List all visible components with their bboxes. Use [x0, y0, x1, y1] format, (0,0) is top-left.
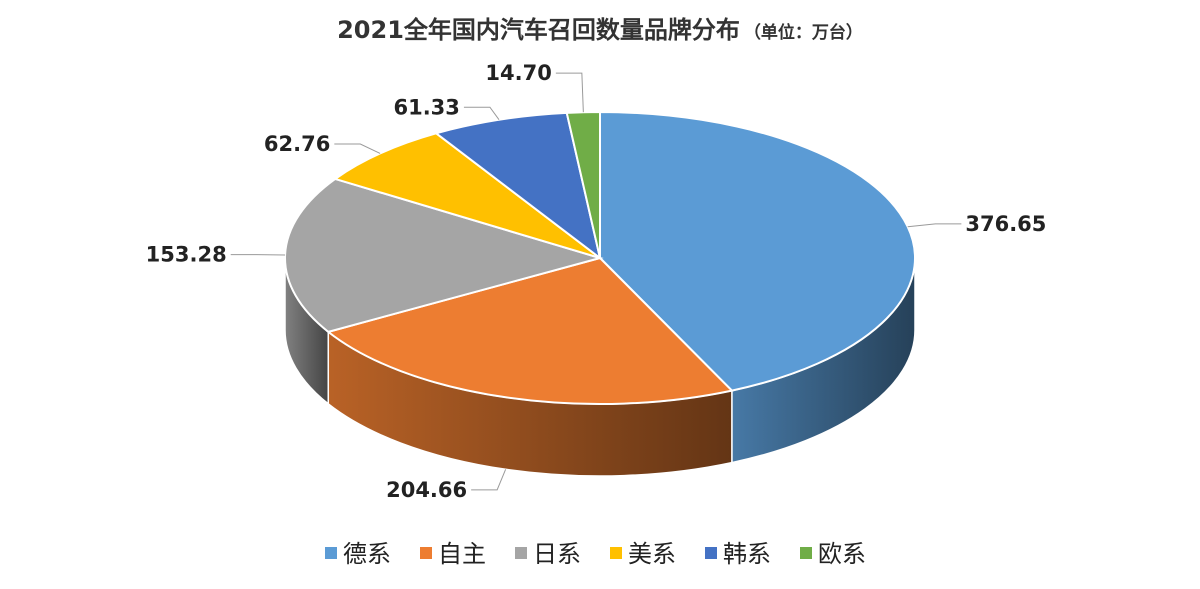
data-label-欧系: 14.70 — [485, 61, 551, 85]
slice-美系 — [332, 132, 601, 259]
leader-line-自主 — [471, 469, 507, 491]
data-label-美系: 62.76 — [264, 132, 330, 156]
legend-swatch — [515, 547, 527, 559]
leader-line-韩系 — [463, 106, 500, 121]
slice-欧系 — [565, 110, 601, 259]
legend-label: 德系 — [343, 540, 391, 568]
legend-item-日系: 日系 — [515, 540, 581, 568]
data-label-德系: 376.65 — [965, 212, 1046, 236]
slice-自主 — [326, 256, 734, 405]
leader-line-美系 — [334, 143, 381, 154]
legend-item-自主: 自主 — [420, 540, 486, 568]
slice-韩系 — [433, 111, 602, 261]
legend-label: 韩系 — [723, 540, 771, 568]
legend-label: 欧系 — [818, 540, 866, 568]
data-labels: 376.65 204.66 153.28 62.76 61.33 14.70 — [146, 61, 1047, 502]
legend-label: 日系 — [533, 540, 581, 568]
data-label-自主: 204.66 — [386, 478, 467, 502]
leader-line-欧系 — [555, 72, 584, 113]
leader-line-德系 — [907, 223, 962, 228]
legend-swatch — [705, 547, 717, 559]
legend-swatch — [325, 547, 337, 559]
data-label-韩系: 61.33 — [393, 95, 459, 119]
legend-swatch — [420, 547, 432, 559]
legend-label: 美系 — [628, 540, 676, 568]
legend-label: 自主 — [438, 540, 486, 568]
chart-title-group: 2021全年国内汽车召回数量品牌分布 （单位：万台） — [337, 16, 863, 44]
pie-tops — [284, 110, 916, 405]
legend-item-欧系: 欧系 — [800, 540, 866, 568]
legend-item-美系: 美系 — [610, 540, 676, 568]
legend-item-德系: 德系 — [325, 540, 391, 568]
legend: 德系 自主 日系 美系 韩系 欧系 — [325, 540, 866, 568]
legend-swatch — [610, 547, 622, 559]
data-label-日系: 153.28 — [146, 243, 227, 267]
chart-title: 2021全年国内汽车召回数量品牌分布 — [337, 16, 740, 44]
leader-lines — [230, 72, 962, 491]
legend-swatch — [800, 547, 812, 559]
legend-item-韩系: 韩系 — [705, 540, 771, 568]
chart-subtitle: （单位：万台） — [744, 22, 863, 43]
